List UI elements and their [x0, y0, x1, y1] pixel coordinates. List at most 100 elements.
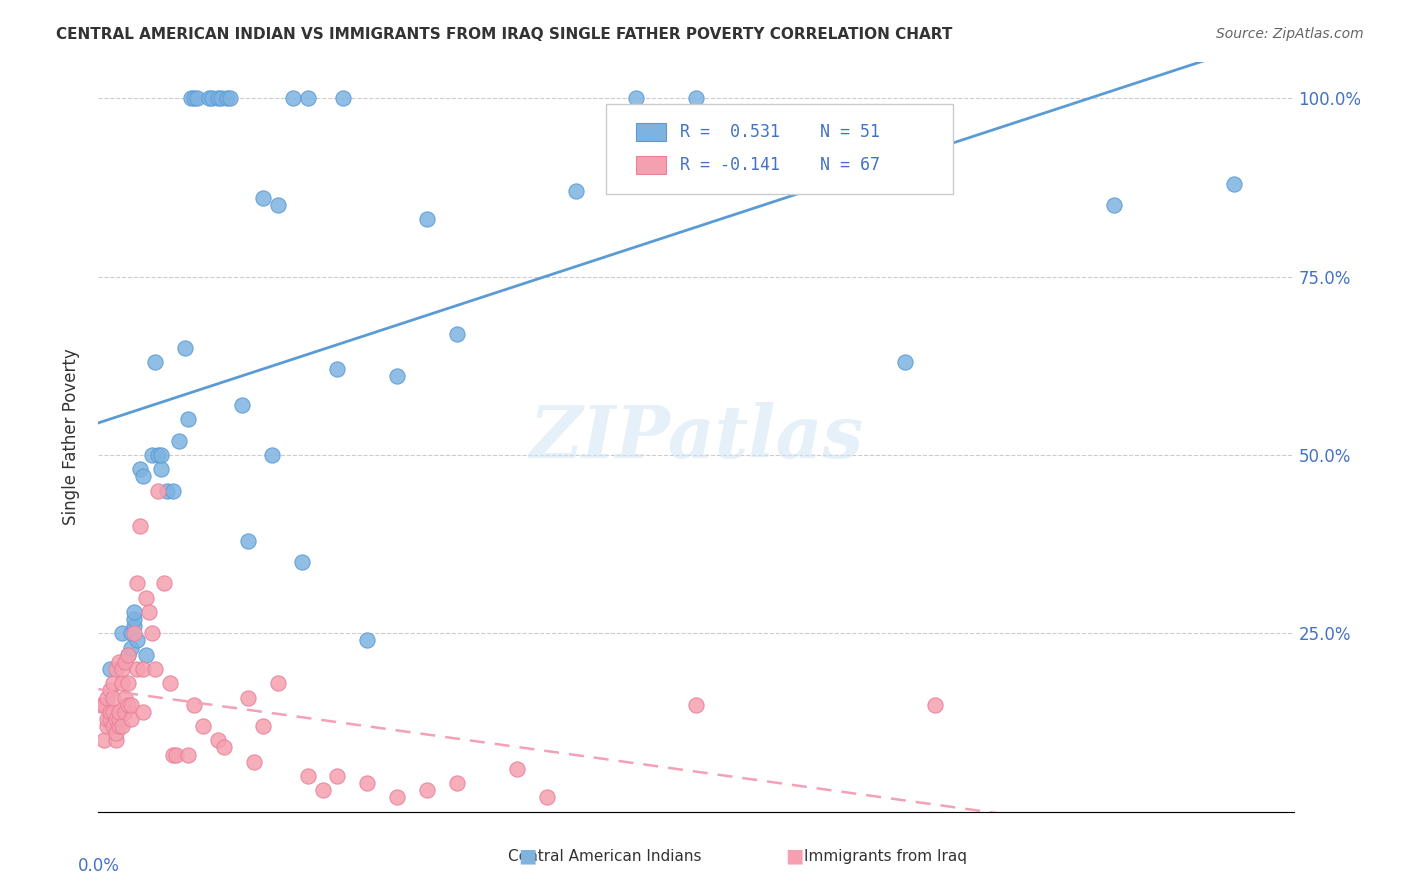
Text: ■: ■ — [785, 847, 804, 866]
Point — [105, 733, 128, 747]
Point — [105, 726, 128, 740]
FancyBboxPatch shape — [637, 156, 666, 175]
Point — [446, 776, 468, 790]
Point — [311, 783, 333, 797]
Point — [180, 91, 202, 105]
Point — [98, 683, 122, 698]
Point — [120, 712, 142, 726]
Point — [98, 712, 122, 726]
Text: ZIPatlas: ZIPatlas — [529, 401, 863, 473]
Point — [183, 698, 205, 712]
Text: Central American Indians: Central American Indians — [508, 849, 702, 863]
Point — [124, 605, 146, 619]
Point — [105, 712, 128, 726]
Point — [129, 462, 152, 476]
Point — [111, 719, 134, 733]
Point — [198, 91, 221, 105]
Point — [536, 790, 558, 805]
Point — [356, 776, 378, 790]
Point — [103, 676, 125, 690]
Point — [215, 91, 238, 105]
Point — [626, 91, 648, 105]
Text: Immigrants from Iraq: Immigrants from Iraq — [804, 849, 967, 863]
Point — [114, 655, 136, 669]
Point — [685, 91, 707, 105]
Point — [201, 91, 224, 105]
Point — [132, 469, 155, 483]
Point — [446, 326, 468, 341]
Point — [150, 448, 173, 462]
Point — [150, 462, 173, 476]
Point — [120, 626, 142, 640]
Point — [385, 369, 409, 384]
Point — [894, 355, 917, 369]
Point — [138, 605, 160, 619]
Point — [291, 555, 314, 569]
Point — [177, 747, 200, 762]
Text: CENTRAL AMERICAN INDIAN VS IMMIGRANTS FROM IRAQ SINGLE FATHER POVERTY CORRELATIO: CENTRAL AMERICAN INDIAN VS IMMIGRANTS FR… — [56, 27, 953, 42]
Point — [117, 648, 139, 662]
Point — [260, 448, 283, 462]
Point — [1223, 177, 1246, 191]
Point — [114, 705, 136, 719]
Point — [416, 212, 439, 227]
Point — [281, 91, 304, 105]
Point — [135, 591, 157, 605]
Point — [326, 769, 349, 783]
Point — [135, 648, 157, 662]
Point — [127, 662, 149, 676]
Text: R = -0.141    N = 67: R = -0.141 N = 67 — [681, 156, 880, 174]
Point — [207, 733, 229, 747]
Point — [506, 762, 529, 776]
Text: ■: ■ — [517, 847, 537, 866]
Point — [96, 690, 118, 705]
Point — [93, 698, 115, 712]
Point — [356, 633, 378, 648]
Point — [191, 719, 214, 733]
Point — [143, 662, 166, 676]
FancyBboxPatch shape — [637, 123, 666, 142]
Point — [103, 719, 125, 733]
Point — [219, 91, 242, 105]
Point — [565, 184, 588, 198]
Point — [252, 191, 274, 205]
Point — [174, 341, 197, 355]
Point — [114, 690, 136, 705]
Point — [98, 662, 122, 676]
Point — [243, 755, 266, 769]
Text: 0.0%: 0.0% — [77, 856, 120, 875]
Point — [416, 783, 439, 797]
Point — [231, 398, 253, 412]
Y-axis label: Single Father Poverty: Single Father Poverty — [62, 349, 80, 525]
Point — [132, 705, 155, 719]
Point — [162, 483, 184, 498]
Point — [127, 576, 149, 591]
Point — [117, 648, 139, 662]
Point — [267, 676, 290, 690]
Point — [148, 448, 170, 462]
Point — [177, 412, 200, 426]
Point — [162, 747, 184, 762]
Point — [103, 690, 125, 705]
Text: R =  0.531    N = 51: R = 0.531 N = 51 — [681, 123, 880, 141]
Point — [117, 698, 139, 712]
Point — [108, 719, 131, 733]
Point — [209, 91, 232, 105]
Point — [111, 626, 134, 640]
Point — [186, 91, 208, 105]
Point — [132, 662, 155, 676]
Point — [108, 712, 131, 726]
Point — [124, 626, 146, 640]
Point — [96, 719, 118, 733]
Point — [127, 633, 149, 648]
Point — [267, 198, 290, 212]
Point — [108, 705, 131, 719]
Point — [120, 640, 142, 655]
Point — [129, 519, 152, 533]
FancyBboxPatch shape — [606, 103, 953, 194]
Point — [385, 790, 409, 805]
Point — [924, 698, 946, 712]
Point — [252, 719, 274, 733]
Point — [165, 747, 187, 762]
Point — [90, 698, 112, 712]
